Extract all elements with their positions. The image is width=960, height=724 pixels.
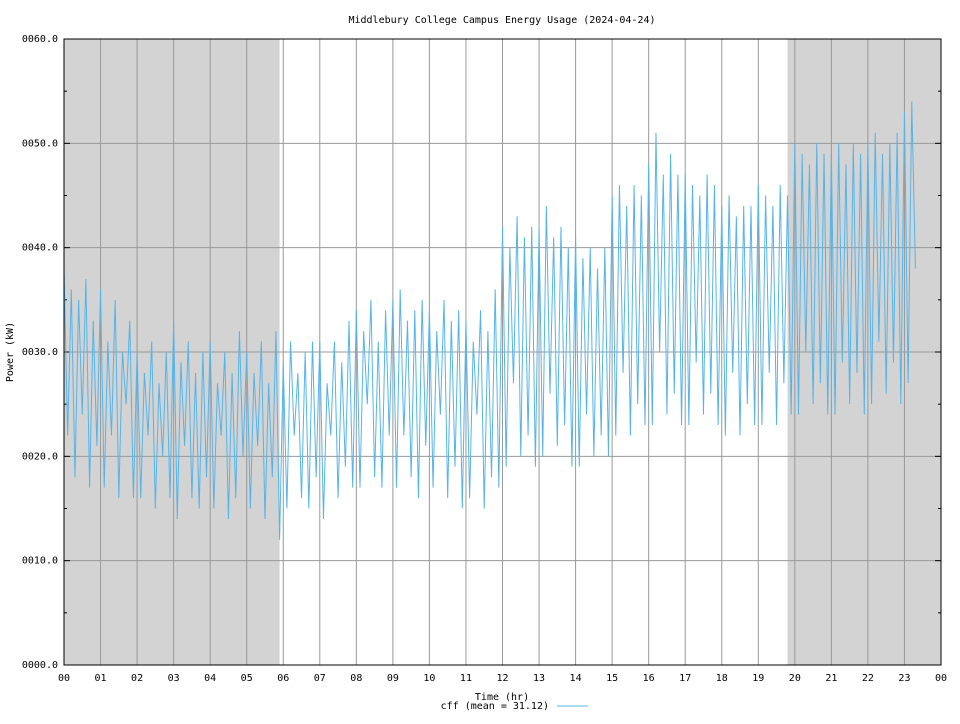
- x-tick-label: 21: [825, 673, 837, 684]
- y-tick-label: 0010.0: [22, 556, 58, 567]
- x-tick-label: 04: [204, 673, 216, 684]
- x-tick-label: 14: [570, 673, 582, 684]
- y-axis-label: Power (kW): [5, 322, 16, 382]
- x-tick-label: 06: [277, 673, 289, 684]
- x-tick-label: 02: [131, 673, 143, 684]
- x-tick-label: 13: [533, 673, 545, 684]
- legend-label: cff (mean = 31.12): [441, 701, 549, 712]
- x-tick-label: 22: [862, 673, 874, 684]
- y-tick-label: 0040.0: [22, 243, 58, 254]
- x-tick-label: 23: [898, 673, 910, 684]
- x-tick-label: 12: [496, 673, 508, 684]
- x-tick-label: 08: [350, 673, 362, 684]
- chart-title: Middlebury College Campus Energy Usage (…: [348, 15, 655, 26]
- x-tick-label: 20: [789, 673, 801, 684]
- series-line: [63, 101, 916, 540]
- x-tick-label: 19: [752, 673, 764, 684]
- y-tick-label: 0050.0: [22, 138, 58, 149]
- x-tick-label: 09: [387, 673, 399, 684]
- x-tick-label: 01: [95, 673, 107, 684]
- x-tick-label: 10: [423, 673, 435, 684]
- y-tick-label: 0000.0: [22, 660, 58, 671]
- y-tick-label: 0030.0: [22, 347, 58, 358]
- y-tick-label: 0060.0: [22, 34, 58, 45]
- plot-border: [63, 38, 942, 666]
- x-tick-label: 07: [314, 673, 326, 684]
- x-tick-label: 05: [241, 673, 253, 684]
- x-tick-label: 16: [643, 673, 655, 684]
- x-axis-label: Time (hr): [475, 692, 529, 703]
- x-tick-label: 18: [716, 673, 728, 684]
- x-tick-label: 15: [606, 673, 618, 684]
- x-tick-label: 03: [168, 673, 180, 684]
- x-tick-label: 00: [58, 673, 70, 684]
- x-tick-label: 11: [460, 673, 472, 684]
- y-tick-label: 0020.0: [22, 451, 58, 462]
- x-tick-label: 17: [679, 673, 691, 684]
- x-tick-label: 00: [935, 673, 947, 684]
